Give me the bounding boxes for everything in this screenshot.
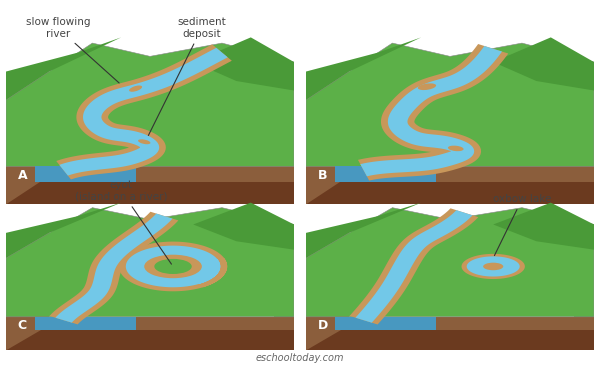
Ellipse shape xyxy=(129,85,142,92)
Polygon shape xyxy=(467,256,520,277)
Polygon shape xyxy=(306,203,421,258)
Ellipse shape xyxy=(138,139,151,144)
Text: sediment
deposit: sediment deposit xyxy=(148,17,226,135)
Polygon shape xyxy=(6,330,294,350)
Polygon shape xyxy=(306,182,594,204)
Ellipse shape xyxy=(144,255,202,278)
Text: slow flowing
river: slow flowing river xyxy=(26,17,119,83)
Polygon shape xyxy=(574,224,594,317)
Polygon shape xyxy=(50,212,178,324)
Polygon shape xyxy=(6,182,294,204)
Polygon shape xyxy=(306,317,594,330)
Text: eschooltoday.com: eschooltoday.com xyxy=(256,353,344,363)
Polygon shape xyxy=(193,37,294,91)
Polygon shape xyxy=(274,224,294,317)
Text: A: A xyxy=(17,169,27,182)
Polygon shape xyxy=(335,166,436,182)
Polygon shape xyxy=(274,62,294,166)
Polygon shape xyxy=(335,317,436,330)
Polygon shape xyxy=(306,208,594,317)
Polygon shape xyxy=(35,317,136,330)
Text: C: C xyxy=(17,319,26,332)
Polygon shape xyxy=(119,242,227,291)
Ellipse shape xyxy=(418,83,436,90)
Polygon shape xyxy=(574,62,594,166)
Polygon shape xyxy=(126,246,220,287)
Text: oxbow lake: oxbow lake xyxy=(493,194,551,255)
Polygon shape xyxy=(461,254,525,279)
Text: D: D xyxy=(317,319,328,332)
Polygon shape xyxy=(493,37,594,91)
Polygon shape xyxy=(306,330,594,350)
Polygon shape xyxy=(493,203,594,250)
Polygon shape xyxy=(350,208,478,324)
Text: B: B xyxy=(317,169,327,182)
Polygon shape xyxy=(6,317,294,330)
Polygon shape xyxy=(59,48,228,176)
Polygon shape xyxy=(306,233,349,350)
Polygon shape xyxy=(6,43,294,166)
Ellipse shape xyxy=(448,146,464,151)
Polygon shape xyxy=(6,166,294,182)
Polygon shape xyxy=(306,166,594,182)
Polygon shape xyxy=(355,210,472,323)
Polygon shape xyxy=(193,203,294,250)
Ellipse shape xyxy=(154,259,192,274)
Polygon shape xyxy=(6,208,294,317)
Text: eyot
(island on a river): eyot (island on a river) xyxy=(75,180,172,264)
Polygon shape xyxy=(358,44,508,181)
Polygon shape xyxy=(306,37,421,100)
Polygon shape xyxy=(306,72,349,204)
Polygon shape xyxy=(6,37,121,100)
Polygon shape xyxy=(361,46,502,176)
Polygon shape xyxy=(6,72,49,204)
Polygon shape xyxy=(55,214,173,323)
Polygon shape xyxy=(6,203,121,258)
Polygon shape xyxy=(6,233,49,350)
Ellipse shape xyxy=(483,263,503,270)
Polygon shape xyxy=(35,166,136,182)
Polygon shape xyxy=(306,43,594,166)
Polygon shape xyxy=(56,45,232,180)
